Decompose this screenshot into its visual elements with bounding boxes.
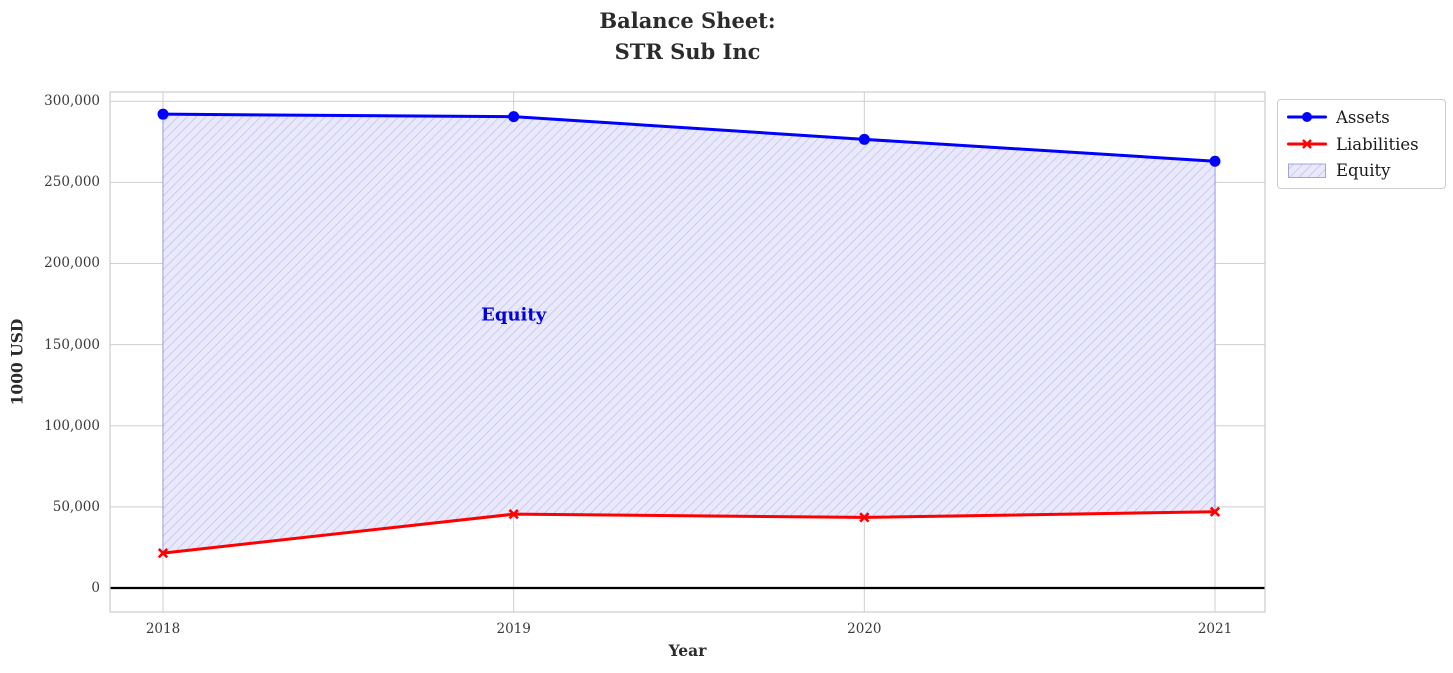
x-tick-label: 2020 [847,621,882,637]
y-tick-label: 50,000 [52,498,100,515]
equity-annotation: Equity [481,304,547,326]
assets-marker [508,111,520,123]
assets-marker [157,108,169,120]
liabilities-marker [508,509,519,520]
liabilities-marker [859,512,870,523]
y-tick-label: 100,000 [44,417,100,434]
plot-border [109,91,1266,613]
y-tick-label: 0 [91,580,100,596]
x-tick-label: 2018 [145,621,181,637]
x-axis-label: Year [668,641,707,660]
equity-hatched-patch-icon [1288,163,1326,178]
assets-marker [1209,155,1221,167]
x-tick-label: 2019 [496,621,531,637]
chart-title-line2: STR Sub Inc [614,39,761,64]
liabilities-marker [157,547,169,559]
liabilities-marker [1209,506,1221,517]
legend-item-liabilities: Liabilities [1287,131,1436,158]
assets-line-circle-icon [1287,112,1327,123]
liabilities-line-x-icon [1287,139,1327,149]
y-tick-label: 200,000 [44,255,100,272]
y-axis-label: 1000 USD [7,318,27,406]
assets-line [161,112,1217,163]
legend-item-equity: Equity [1287,157,1436,184]
chart-title-line1: Balance Sheet: [599,8,776,33]
legend-label-liabilities: Liabilities [1336,134,1419,154]
x-tick-label: 2021 [1197,621,1233,637]
legend-item-assets: Assets [1287,104,1436,131]
y-tick-label: 250,000 [44,174,100,191]
equity-area [162,113,1216,554]
legend-label-equity: Equity [1336,161,1391,181]
y-tick-label: 150,000 [44,336,100,353]
y-tick-label: 300,000 [44,93,100,110]
assets-marker [858,133,870,145]
chart-title: Balance Sheet: STR Sub Inc [110,5,1265,67]
legend-label-assets: Assets [1336,107,1390,127]
liabilities-line [161,510,1217,555]
legend: Assets Liabilities Equity [1277,99,1446,189]
